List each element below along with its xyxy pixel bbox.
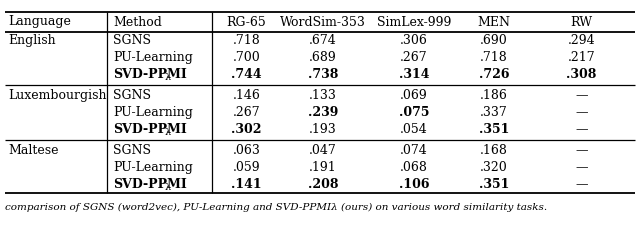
Text: λ: λ: [165, 73, 171, 82]
Text: .308: .308: [566, 68, 596, 81]
Text: RW: RW: [570, 16, 593, 29]
Text: .700: .700: [232, 51, 260, 64]
Text: .744: .744: [231, 68, 262, 81]
Text: .302: .302: [231, 123, 262, 136]
Text: .054: .054: [400, 123, 428, 136]
Text: .690: .690: [480, 34, 508, 47]
Text: .294: .294: [568, 34, 595, 47]
Text: PU-Learning: PU-Learning: [113, 161, 193, 174]
Text: .718: .718: [232, 34, 260, 47]
Text: .063: .063: [232, 144, 260, 157]
Text: λ: λ: [165, 128, 171, 137]
Text: .069: .069: [400, 89, 428, 102]
Text: SGNS: SGNS: [113, 34, 151, 47]
Text: .059: .059: [233, 161, 260, 174]
Text: Method: Method: [113, 16, 162, 29]
Text: .217: .217: [568, 51, 595, 64]
Text: —: —: [575, 161, 588, 174]
Text: —: —: [575, 123, 588, 136]
Text: Language: Language: [8, 16, 71, 29]
Text: SGNS: SGNS: [113, 144, 151, 157]
Text: .726: .726: [479, 68, 509, 81]
Text: MEN: MEN: [477, 16, 511, 29]
Text: SVD-PPMI: SVD-PPMI: [113, 123, 187, 136]
Text: PU-Learning: PU-Learning: [113, 51, 193, 64]
Text: .168: .168: [480, 144, 508, 157]
Text: .674: .674: [309, 34, 337, 47]
Text: .133: .133: [309, 89, 337, 102]
Text: .208: .208: [308, 178, 339, 191]
Text: .047: .047: [309, 144, 337, 157]
Text: PU-Learning: PU-Learning: [113, 106, 193, 119]
Text: .068: .068: [400, 161, 428, 174]
Text: .267: .267: [233, 106, 260, 119]
Text: .239: .239: [308, 106, 338, 119]
Text: .689: .689: [309, 51, 337, 64]
Text: .106: .106: [399, 178, 429, 191]
Text: λ: λ: [165, 183, 171, 192]
Text: .074: .074: [400, 144, 428, 157]
Text: .186: .186: [480, 89, 508, 102]
Text: .306: .306: [400, 34, 428, 47]
Text: .337: .337: [480, 106, 508, 119]
Text: comparison of SGNS (word2vec), PU-Learning and SVD-PPMIλ (ours) on various word : comparison of SGNS (word2vec), PU-Learni…: [5, 203, 547, 212]
Text: WordSim-353: WordSim-353: [280, 16, 366, 29]
Text: English: English: [8, 34, 56, 47]
Text: Maltese: Maltese: [8, 144, 58, 157]
Text: .191: .191: [309, 161, 337, 174]
Text: Luxembourgish: Luxembourgish: [8, 89, 106, 102]
Text: SimLex-999: SimLex-999: [377, 16, 451, 29]
Text: .075: .075: [399, 106, 429, 119]
Text: .718: .718: [480, 51, 508, 64]
Text: .267: .267: [400, 51, 428, 64]
Text: —: —: [575, 144, 588, 157]
Text: .351: .351: [479, 178, 509, 191]
Text: SGNS: SGNS: [113, 89, 151, 102]
Text: .146: .146: [232, 89, 260, 102]
Text: .738: .738: [308, 68, 338, 81]
Text: RG-65: RG-65: [227, 16, 266, 29]
Text: .314: .314: [399, 68, 429, 81]
Text: .193: .193: [309, 123, 337, 136]
Text: .351: .351: [479, 123, 509, 136]
Text: SVD-PPMI: SVD-PPMI: [113, 178, 187, 191]
Text: —: —: [575, 106, 588, 119]
Text: SVD-PPMI: SVD-PPMI: [113, 68, 187, 81]
Text: —: —: [575, 89, 588, 102]
Text: .141: .141: [231, 178, 262, 191]
Text: .320: .320: [480, 161, 508, 174]
Text: —: —: [575, 178, 588, 191]
